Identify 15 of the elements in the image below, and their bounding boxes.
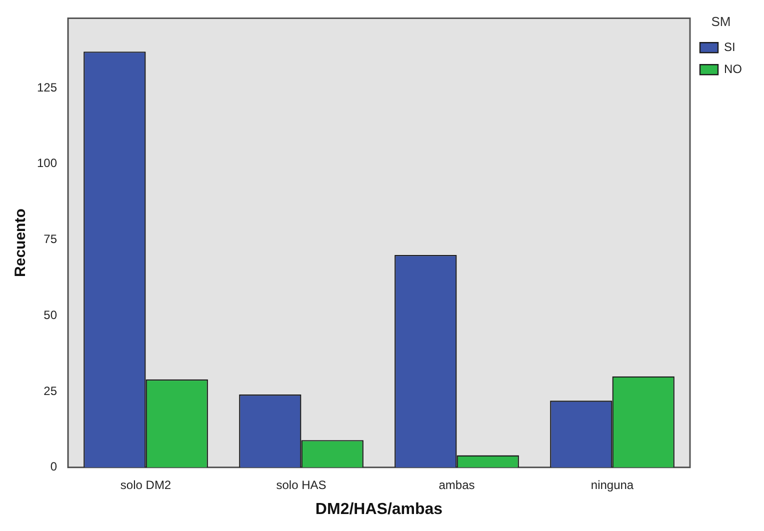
y-tick-label: 25 — [44, 384, 58, 398]
y-axis-title: Recuento — [12, 208, 30, 277]
y-tick-label: 50 — [44, 308, 58, 322]
x-axis-title: DM2/HAS/ambas — [315, 500, 443, 518]
legend-label: SI — [724, 40, 736, 54]
x-tick-label: solo DM2 — [120, 478, 172, 492]
x-tick-label: ninguna — [590, 478, 634, 492]
y-tick-label: 125 — [36, 80, 58, 94]
x-tick-label: ambas — [438, 478, 475, 492]
y-tick-label: 75 — [44, 232, 58, 246]
y-tick-label: 100 — [36, 156, 58, 170]
y-tick-label: 0 — [50, 460, 58, 474]
legend-label: NO — [724, 62, 742, 76]
x-tick-label: solo HAS — [276, 478, 326, 492]
legend-title: SM — [711, 14, 731, 30]
